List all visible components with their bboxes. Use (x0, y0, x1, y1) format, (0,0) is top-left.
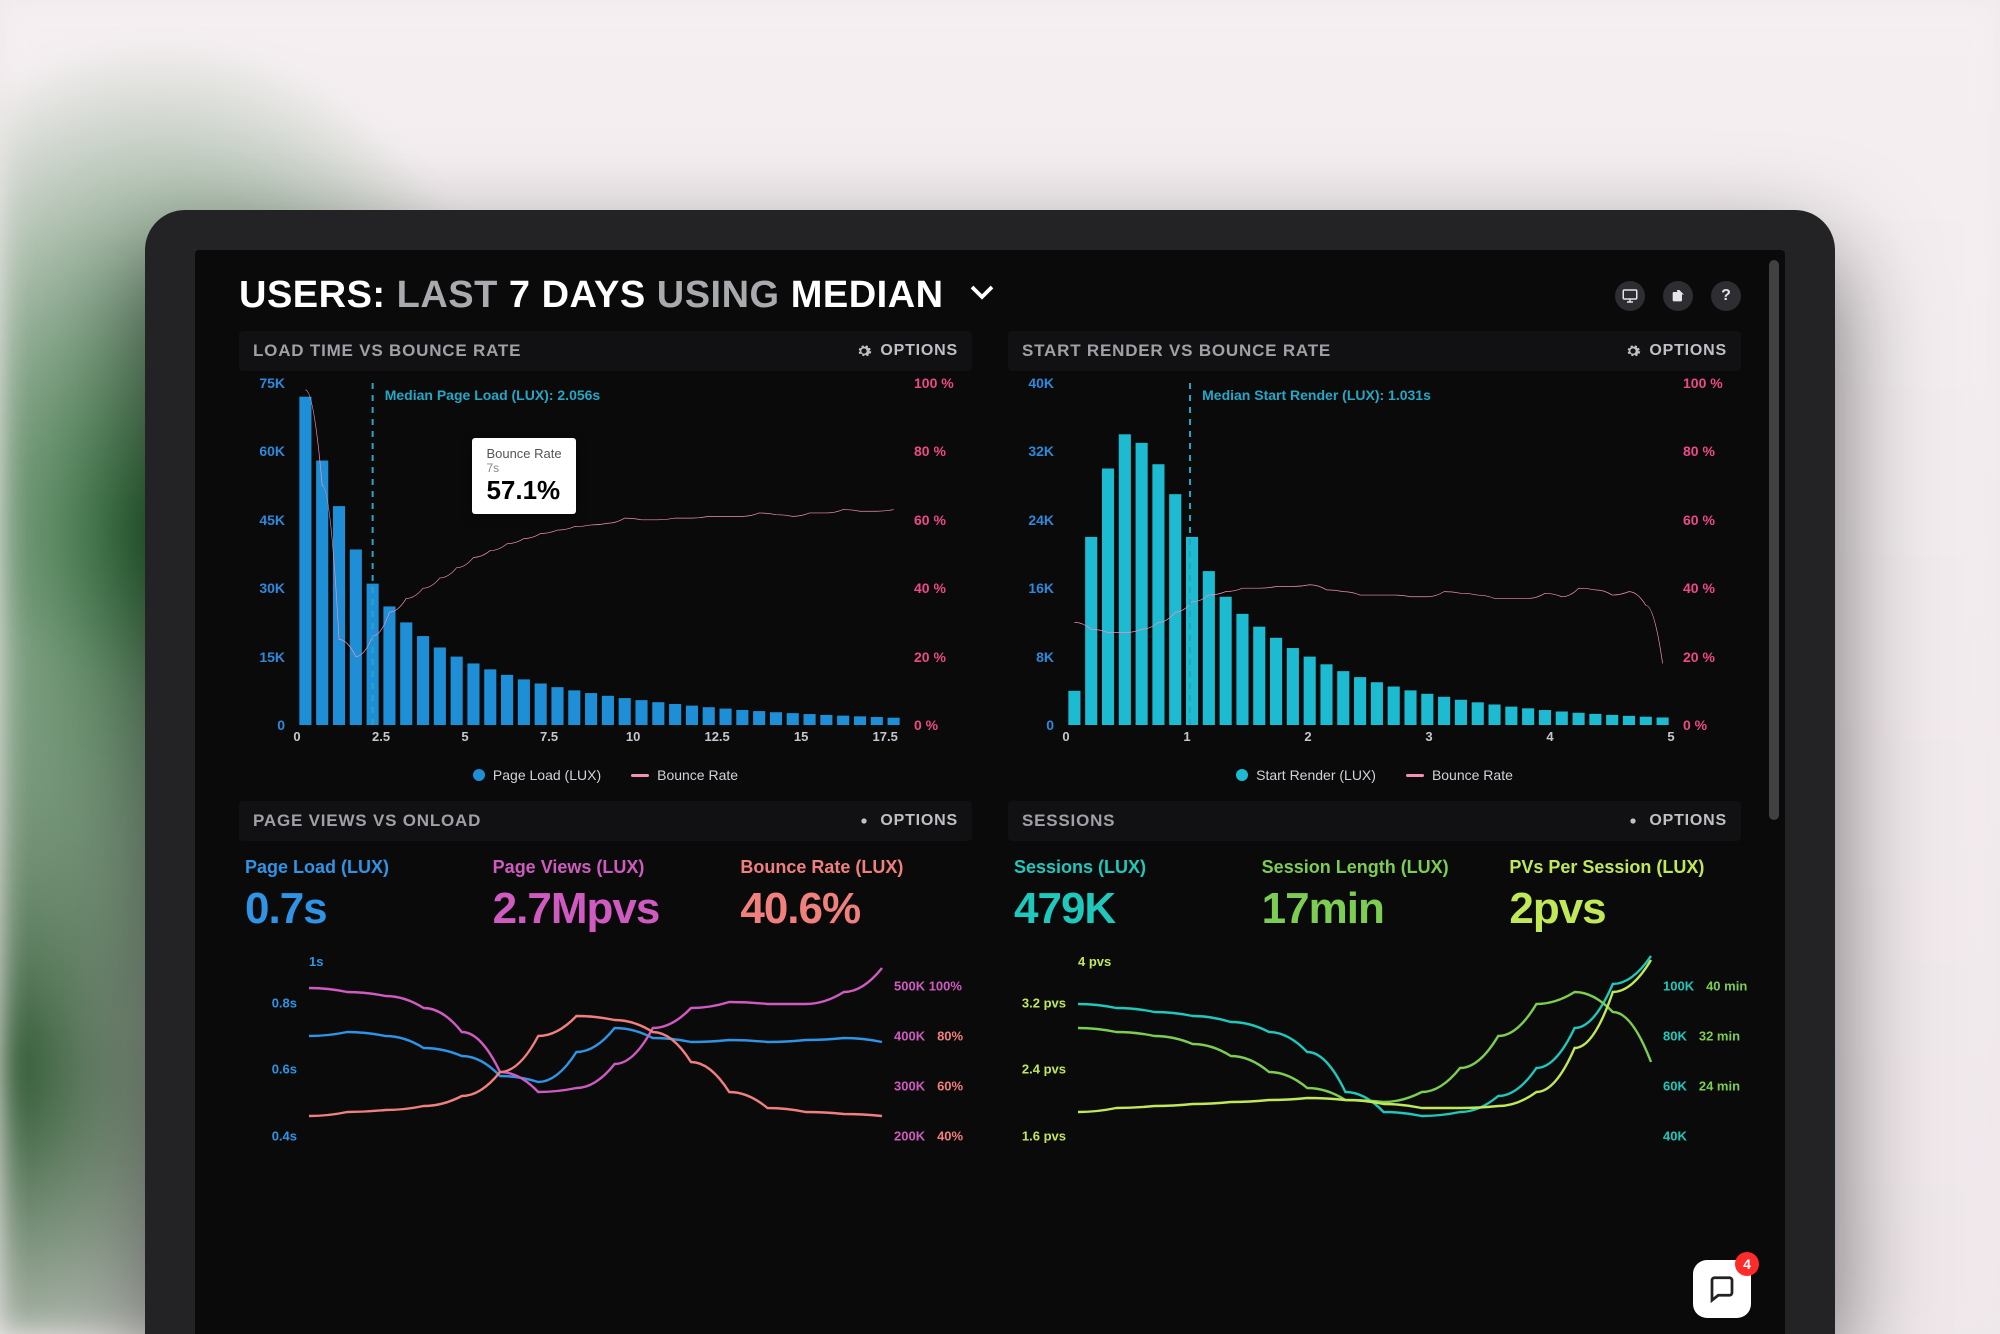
page-title-selector[interactable]: USERS: LAST 7 DAYS USING MEDIAN (239, 274, 997, 317)
metrics-row: Page Load (LUX)0.7sPage Views (LUX)2.7Mp… (239, 853, 972, 944)
title-bold1: 7 DAYS (509, 274, 646, 316)
options-button[interactable]: OPTIONS (856, 342, 958, 360)
axis-left: 08K16K24K32K40K (1008, 383, 1060, 725)
chat-badge: 4 (1735, 1252, 1759, 1276)
legend: Start Render (LUX)Bounce Rate (1008, 767, 1741, 783)
chevron-down-icon (967, 274, 997, 317)
axis-right: 0 %20 %40 %60 %80 %100 % (908, 383, 972, 725)
title-prefix: USERS: (239, 274, 386, 316)
scrollbar[interactable] (1769, 260, 1779, 820)
display-icon[interactable] (1615, 281, 1645, 311)
plot-area: Median Start Render (LUX): 1.031s (1066, 383, 1671, 725)
share-icon[interactable] (1663, 281, 1693, 311)
options-button[interactable]: OPTIONS (1625, 342, 1727, 360)
title-light2: USING (657, 274, 780, 316)
legend: Page Load (LUX)Bounce Rate (239, 767, 972, 783)
title-bold2: MEDIAN (791, 274, 944, 316)
metrics-row: Sessions (LUX)479KSession Length (LUX)17… (1008, 853, 1741, 944)
panel-title: PAGE VIEWS VS ONLOAD (253, 811, 481, 831)
axis-left: 0.4s0.6s0.8s (239, 952, 303, 1152)
title-light1: LAST (397, 274, 498, 316)
axis-right: 0 %20 %40 %60 %80 %100 % (1677, 383, 1741, 725)
options-button[interactable]: OPTIONS (856, 812, 958, 830)
panel-sessions: SESSIONS OPTIONS Sessions (LUX)479KSessi… (1008, 801, 1741, 1152)
gear-icon (856, 813, 872, 829)
plot-area (309, 952, 882, 1152)
panel-title: START RENDER VS BOUNCE RATE (1022, 341, 1331, 361)
options-button[interactable]: OPTIONS (1625, 812, 1727, 830)
plot-area: Median Page Load (LUX): 2.056s Bounce Ra… (297, 383, 902, 725)
axis-right: 200K40%300K60%400K80%500K 100% (888, 952, 972, 1152)
screen: USERS: LAST 7 DAYS USING MEDIAN (195, 250, 1785, 1334)
axis-left: 1.6 pvs2.4 pvs3.2 pvs (1008, 952, 1072, 1152)
help-icon[interactable]: ? (1711, 281, 1741, 311)
gear-icon (856, 343, 872, 359)
plot-area (1078, 952, 1651, 1152)
panel-title: SESSIONS (1022, 811, 1115, 831)
chat-button[interactable]: 4 (1693, 1260, 1751, 1318)
axis-x: 012345 (1066, 729, 1671, 749)
gear-icon (1625, 343, 1641, 359)
axis-left: 015K30K45K60K75K (239, 383, 291, 725)
panel-startrender-vs-bouncerate: START RENDER VS BOUNCE RATE OPTIONS 08K1… (1008, 331, 1741, 783)
gear-icon (1625, 813, 1641, 829)
axis-right: 40K60K24 min80K32 min100K40 min (1657, 952, 1741, 1152)
laptop-bezel: USERS: LAST 7 DAYS USING MEDIAN (145, 210, 1835, 1334)
panel-loadtime-vs-bouncerate: LOAD TIME VS BOUNCE RATE OPTIONS 015K30K… (239, 331, 972, 783)
axis-x: 02.557.51012.51517.5 (297, 729, 902, 749)
panel-pageviews-vs-onload: PAGE VIEWS VS ONLOAD OPTIONS Page Load (… (239, 801, 972, 1152)
median-label: Median Start Render (LUX): 1.031s (1202, 387, 1431, 403)
median-label: Median Page Load (LUX): 2.056s (385, 387, 601, 403)
panel-title: LOAD TIME VS BOUNCE RATE (253, 341, 521, 361)
tooltip: Bounce Rate 7s 57.1% (472, 438, 575, 514)
